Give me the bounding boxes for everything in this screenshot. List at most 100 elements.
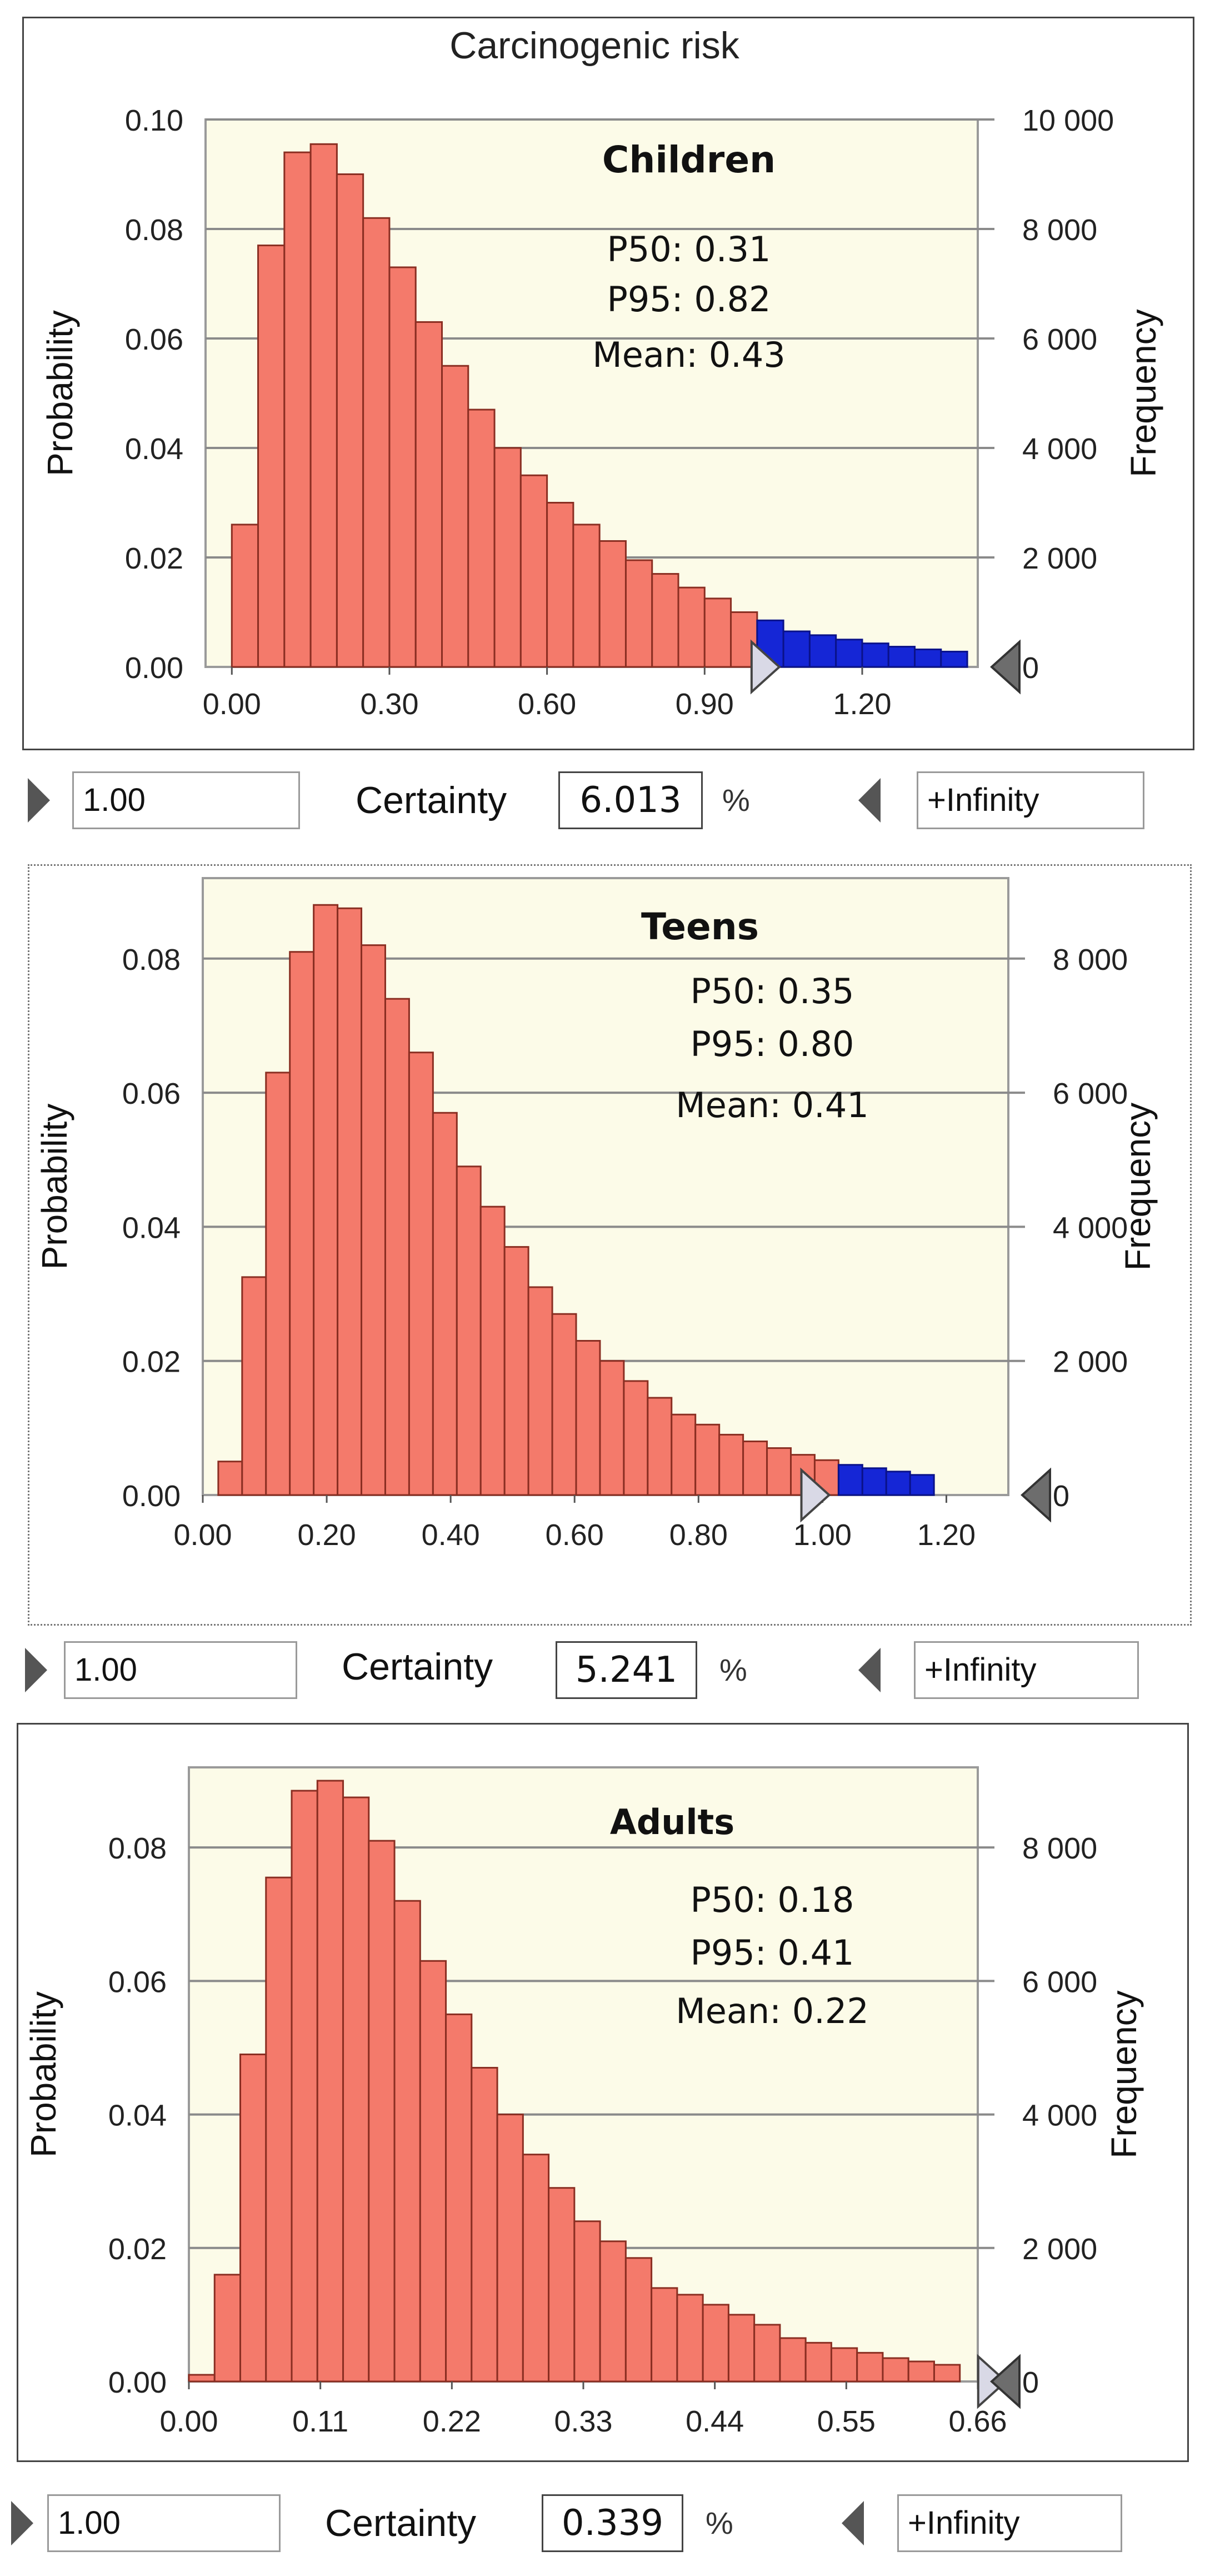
histogram-bar	[861, 642, 889, 668]
histogram-bar	[677, 586, 706, 668]
lower-certainty-grabber-icon	[800, 1467, 831, 1523]
upper-bound-input[interactable]: +Infinity	[917, 771, 1144, 829]
y2-tick-label: 10 000	[1022, 104, 1114, 137]
lower-bound-arrow-icon[interactable]	[28, 778, 50, 823]
certainty-value[interactable]: 5.241	[556, 1641, 697, 1699]
histogram-bar	[241, 1276, 267, 1496]
histogram-bar	[651, 573, 679, 668]
y-tick-label: 0.08	[108, 1832, 167, 1865]
y2-tick-label: 2 000	[1053, 1346, 1128, 1379]
stat-label: Mean: 0.22	[676, 1991, 869, 2031]
upper-bound-arrow-icon[interactable]	[858, 778, 881, 823]
percent-unit: %	[706, 2505, 733, 2540]
histogram-bar	[907, 2360, 935, 2383]
histogram-bar	[676, 2294, 704, 2383]
histogram-bar	[519, 474, 548, 668]
y2-tick-label: 0	[1022, 2366, 1039, 2399]
x-tick-label: 0.33	[554, 2405, 612, 2438]
y-axis-label: Probability	[23, 1991, 63, 2158]
y-tick-label: 0.06	[122, 1077, 181, 1110]
y2-tick-label: 0	[1022, 651, 1039, 685]
upper-certainty-grabber-icon	[1021, 1467, 1051, 1523]
histogram-bar	[493, 447, 522, 668]
chart-title: Teens	[641, 905, 759, 948]
lower-bound-arrow-icon[interactable]	[11, 2501, 33, 2545]
lower-bound-input[interactable]: 1.00	[64, 1641, 297, 1699]
certainty-controls-teens: 1.00 Certainty 5.241 % +Infinity	[0, 1631, 1210, 1709]
y-tick-label: 0.10	[125, 104, 183, 137]
certainty-label: Certainty	[342, 1646, 493, 1688]
histogram-bar	[313, 904, 339, 1496]
y2-tick-label: 6 000	[1022, 323, 1097, 356]
histogram-bar	[742, 1440, 768, 1496]
histogram-bar	[546, 502, 574, 668]
y-tick-label: 0.06	[125, 323, 183, 356]
stat-label: Mean: 0.43	[592, 335, 786, 375]
x-tick-label: 0.60	[546, 1518, 604, 1552]
x-tick-label: 0.30	[360, 687, 418, 721]
histogram-bar	[933, 2364, 961, 2383]
x-tick-label: 0.00	[173, 1518, 232, 1552]
x-tick-label: 0.11	[292, 2405, 348, 2438]
x-tick-label: 1.20	[917, 1518, 976, 1552]
y2-tick-label: 2 000	[1022, 542, 1097, 575]
y-tick-label: 0.08	[122, 943, 181, 976]
x-tick-label: 0.80	[669, 1518, 728, 1552]
certainty-label: Certainty	[325, 2502, 477, 2544]
upper-bound-input[interactable]: +Infinity	[897, 2494, 1122, 2552]
chart-title: Children	[602, 138, 776, 181]
y-axis-label: Probability	[40, 310, 80, 476]
histogram-bar	[257, 245, 286, 668]
histogram-bar	[882, 2357, 909, 2383]
x-tick-label: 0.90	[676, 687, 734, 721]
y-tick-label: 0.02	[122, 1346, 181, 1379]
y2-tick-label: 8 000	[1022, 213, 1097, 247]
histogram-bar	[393, 1900, 421, 2383]
certainty-label: Certainty	[356, 779, 507, 821]
stat-label: P95: 0.41	[691, 1932, 854, 1973]
histogram-bar	[471, 2066, 498, 2383]
y-tick-label: 0.00	[122, 1479, 181, 1513]
histogram-bar	[309, 143, 338, 668]
histogram-bar	[624, 2257, 653, 2383]
y-tick-label: 0.02	[125, 542, 183, 575]
histogram-bar	[467, 408, 496, 668]
histogram-bar	[503, 1246, 529, 1496]
histogram-bar	[727, 2314, 756, 2383]
stat-label: P50: 0.35	[691, 971, 854, 1012]
histogram-bar	[599, 2240, 627, 2383]
percent-unit: %	[719, 1652, 747, 1687]
histogram-bar	[408, 1052, 434, 1496]
upper-bound-arrow-icon[interactable]	[842, 2501, 864, 2545]
y2-axis-label: Frequency	[1104, 1990, 1144, 2158]
stat-label: P50: 0.18	[691, 1880, 854, 1920]
histogram-bar	[432, 1112, 458, 1496]
histogram-bar	[414, 321, 443, 668]
stat-label: Mean: 0.41	[676, 1085, 869, 1125]
histogram-bar	[479, 1205, 506, 1496]
x-tick-label: 0.40	[422, 1518, 480, 1552]
histogram-bar	[837, 1464, 863, 1496]
x-tick-label: 1.00	[793, 1518, 852, 1552]
y2-tick-label: 4 000	[1053, 1211, 1128, 1244]
upper-bound-input[interactable]: +Infinity	[914, 1641, 1139, 1699]
histogram-bar	[909, 1474, 935, 1496]
lower-bound-arrow-icon[interactable]	[25, 1648, 47, 1692]
certainty-value[interactable]: 0.339	[542, 2494, 683, 2552]
stat-label: P95: 0.80	[691, 1024, 854, 1064]
upper-bound-arrow-icon[interactable]	[858, 1648, 881, 1692]
y2-axis-label: Frequency	[1123, 309, 1163, 477]
percent-unit: %	[722, 783, 750, 818]
histogram-bar	[548, 2187, 576, 2383]
y-tick-label: 0.00	[125, 651, 183, 685]
histogram-bar	[856, 2351, 884, 2383]
y2-tick-label: 0	[1053, 1479, 1069, 1513]
histogram-bar	[441, 365, 469, 668]
upper-certainty-grabber-icon	[990, 639, 1021, 695]
lower-bound-input[interactable]: 1.00	[72, 771, 300, 829]
certainty-value[interactable]: 6.013	[558, 771, 703, 829]
histogram-bar	[388, 266, 417, 668]
lower-bound-input[interactable]: 1.00	[47, 2494, 281, 2552]
histogram-bar	[598, 540, 627, 668]
histogram-bar	[384, 998, 410, 1496]
